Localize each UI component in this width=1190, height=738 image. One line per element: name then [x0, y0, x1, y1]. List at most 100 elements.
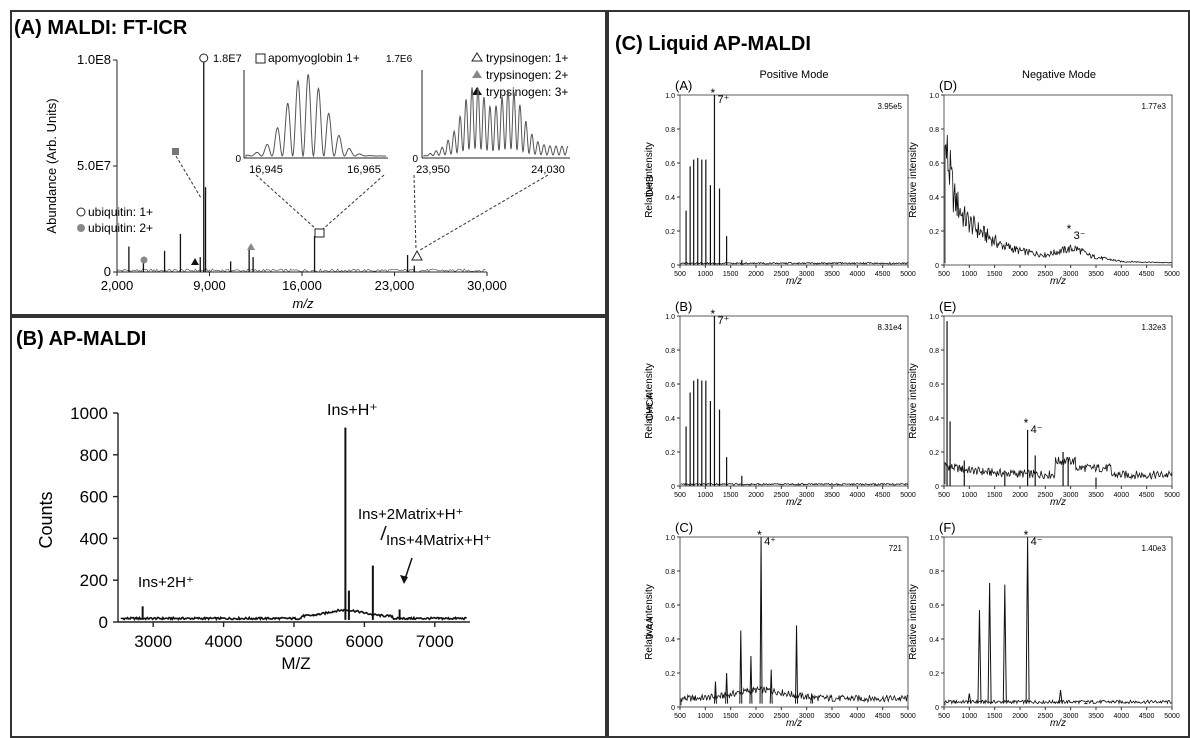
subplot-xtick-label: 1500 — [723, 492, 739, 499]
subplot-xtick-label: 3500 — [1088, 492, 1104, 499]
subplot-frame — [943, 536, 1173, 708]
panel-c-title: (C) Liquid AP-MALDI — [615, 33, 811, 55]
subplot-ytick-label: 1.0 — [929, 314, 939, 321]
subplot-xtick-label: 5000 — [900, 713, 916, 720]
row-label-chca: CHCA — [645, 393, 656, 422]
subplot-ytick-label: 0.8 — [665, 127, 675, 134]
subplot-peak-annotation: 4⁻ — [1031, 536, 1043, 548]
subplot-id: (A) — [675, 78, 692, 93]
subplot-xtick-label: 2500 — [1038, 492, 1054, 499]
subplot-ylabel: Relative intensity — [908, 363, 919, 439]
trypsinogen-3plus-marker — [191, 258, 199, 265]
subplot-ytick-label: 0 — [671, 484, 675, 491]
subplot-xtick-label: 5000 — [1164, 713, 1180, 720]
annot-ins-2h: Ins+2H⁺ — [138, 574, 194, 591]
subplot-xtick-label: 5000 — [1164, 271, 1180, 278]
subplot-xtick-label: 3500 — [824, 492, 840, 499]
subplot-xtick-label: 500 — [674, 492, 686, 499]
inset2-y0: 0 — [412, 154, 418, 165]
subplot-xtick-label: 3000 — [799, 492, 815, 499]
panel-b-xtick-label: 6000 — [345, 632, 383, 651]
subplot-frame — [679, 94, 909, 266]
subplot-xtick-label: 2500 — [1038, 713, 1054, 720]
annot-arrow-2matrix — [380, 525, 387, 541]
subplot-xtick-label: 2000 — [748, 713, 764, 720]
subplot-peak — [795, 625, 799, 704]
subplot-xtick-label: 1500 — [987, 271, 1003, 278]
panel-a-xtick-label: 23,000 — [375, 278, 415, 293]
subplot-ytick-label: 1.0 — [665, 314, 675, 321]
panel-a-title: (A) MALDI: FT-ICR — [14, 17, 188, 39]
subplot-xtick-label: 1000 — [962, 271, 978, 278]
subplot-ylabel: Relative intensity — [644, 363, 655, 439]
trypsinogen-2plus-marker — [247, 243, 255, 250]
trypsinogen-1plus-marker — [411, 249, 423, 261]
subplot-intensity-value: 3.95e5 — [878, 102, 903, 111]
subplot-intensity-value: 1.32e3 — [1142, 323, 1167, 332]
subplot-ytick-label: 0.2 — [929, 671, 939, 678]
subplot-xtick-label: 4500 — [1139, 271, 1155, 278]
row-label-dhb: DHB — [645, 175, 656, 196]
subplot-ytick-label: 1.0 — [929, 93, 939, 100]
panel-a-xtick-label: 30,000 — [467, 278, 507, 293]
subplot-peak — [769, 669, 773, 704]
subplot-ytick-label: 0 — [935, 484, 939, 491]
subplot-ylabel: Relative intensity — [908, 584, 919, 660]
inset2-isotope-trace — [423, 86, 569, 157]
subplot-xtick-label: 2500 — [774, 271, 790, 278]
subplot-xtick-label: 2000 — [748, 271, 764, 278]
subplot-spectrum-trace — [680, 261, 909, 265]
panel-b-ylabel: Counts — [36, 491, 56, 548]
inset1-isotope-trace — [245, 73, 386, 158]
subplot-ytick-label: 0.6 — [665, 603, 675, 610]
subplot-peak — [810, 693, 814, 704]
subplot-peak-star: * — [1024, 416, 1029, 430]
subplot-spectrum-trace — [944, 456, 1173, 485]
subplot-peak-annotation: 7⁺ — [717, 315, 729, 327]
subplot-frame — [943, 94, 1173, 266]
legend-filled-circle — [77, 224, 85, 232]
panel-c-border — [607, 10, 1190, 738]
subplot-xtick-label: 4000 — [1114, 713, 1130, 720]
subplot-xtick-label: 4000 — [1114, 271, 1130, 278]
panel-b-xtick-label: 5000 — [275, 632, 313, 651]
panel-b-ytick-label: 0 — [99, 613, 108, 632]
subplot-xtick-label: 3500 — [1088, 713, 1104, 720]
subplot-peak-star: * — [1024, 528, 1029, 542]
subplot-xlabel: m/z — [786, 718, 802, 729]
subplot-xtick-label: 3000 — [1063, 271, 1079, 278]
panel-a-ylabel: Abundance (Arb. Units) — [44, 98, 59, 233]
legend-trypsinogen-3: trypsinogen: 3+ — [486, 85, 568, 99]
subplot-ytick-label: 0.2 — [665, 229, 675, 236]
subplot-xtick-label: 4500 — [1139, 713, 1155, 720]
subplot-ytick-label: 0 — [671, 705, 675, 712]
annot-ins-h: Ins+H⁺ — [327, 402, 378, 419]
subplot-xlabel: m/z — [1050, 497, 1066, 508]
subplot-peak — [1002, 584, 1007, 704]
inset1-xtick-1: 16,965 — [347, 164, 381, 176]
subplot-frame — [943, 315, 1173, 487]
inset2-scale: 1.7E6 — [386, 54, 413, 65]
subplot-spectrum-trace — [680, 482, 909, 486]
subplot-xtick-label: 1500 — [987, 713, 1003, 720]
subplot-peak-annotation: 4⁻ — [1031, 424, 1043, 436]
subplot-id: (C) — [675, 520, 693, 535]
subplot-xtick-label: 2000 — [1012, 713, 1028, 720]
subplot-xtick-label: 2000 — [1012, 271, 1028, 278]
subplot-ytick-label: 0.2 — [665, 450, 675, 457]
panel-a-xlabel: m/z — [293, 296, 314, 311]
subplot-id: (F) — [939, 520, 956, 535]
subplot-ytick-label: 0.4 — [665, 416, 675, 423]
inset1-label: apomyoglobin 1+ — [268, 51, 360, 65]
apomyoglobin-1plus-marker — [314, 228, 325, 238]
subplot-xtick-label: 4500 — [875, 713, 891, 720]
subplot-xlabel: m/z — [1050, 718, 1066, 729]
subplot-ytick-label: 0.2 — [929, 229, 939, 236]
legend-trypsinogen-1: trypsinogen: 1+ — [486, 51, 568, 65]
inset2-xtick-1: 24,030 — [531, 164, 565, 176]
subplot-xtick-label: 1000 — [698, 713, 714, 720]
subplot-peak-star: * — [710, 86, 715, 100]
subplot-ytick-label: 0 — [935, 705, 939, 712]
subplot-intensity-value: 1.40e3 — [1142, 544, 1167, 553]
